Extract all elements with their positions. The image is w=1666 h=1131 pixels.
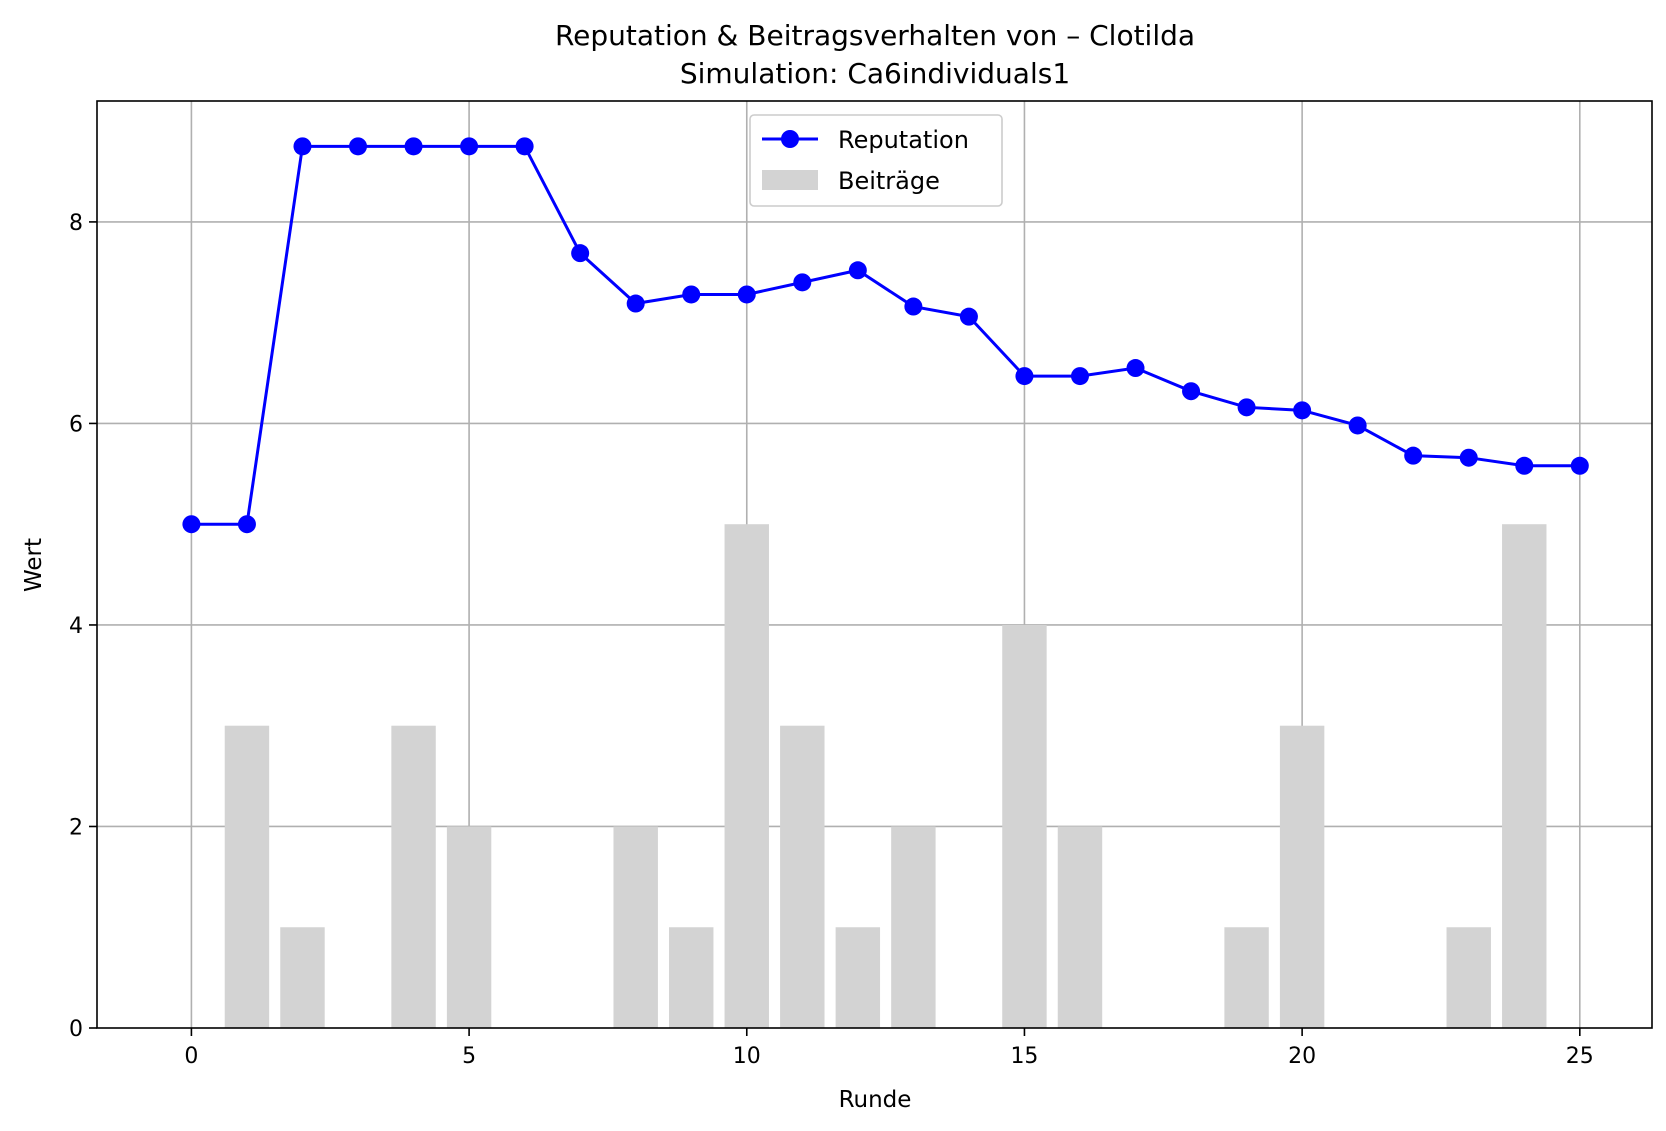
chart-subtitle: Simulation: Ca6individuals1 [680,57,1070,90]
x-tick-label: 25 [1566,1044,1594,1069]
bar [1446,927,1491,1028]
x-tick-label: 5 [462,1044,476,1069]
x-axis-label: Runde [839,1087,912,1113]
reputation-line [191,144,1580,526]
y-tick-label: 0 [69,1017,83,1042]
bar [1502,524,1547,1028]
legend-bar-swatch [762,170,818,190]
y-tick-label: 6 [69,412,83,437]
bar [780,725,825,1028]
bar [835,927,881,1028]
reputation-point [571,244,590,263]
reputation-point [1348,416,1367,435]
reputation-point [182,515,201,534]
reputation-point [904,297,923,316]
reputation-point [959,307,978,326]
reputation-point [349,137,368,156]
x-tick-label: 20 [1288,1044,1316,1069]
reputation-point [515,137,534,156]
bar [613,826,658,1028]
reputation-point [404,137,423,156]
bar [224,725,270,1028]
bar [1279,725,1325,1028]
reputation-point [1015,367,1034,386]
reputation-point [1459,448,1478,467]
y-tick-label: 8 [69,211,83,236]
y-axis-label: Wert [21,538,47,592]
reputation-point [1570,456,1589,475]
reputation-point [237,515,256,534]
reputation-point [848,261,867,280]
y-tick-label: 2 [69,815,83,840]
reputation-point [793,273,812,292]
reputation-point [293,137,312,156]
bar [669,927,714,1028]
bar [1224,927,1269,1028]
axes: 0 5 10 15 20 25 0 2 4 6 8 [69,100,1653,1069]
legend-line-marker [781,130,799,148]
bar [280,927,325,1028]
reputation-point [1404,446,1423,465]
reputation-point [1126,359,1145,378]
x-tick-label: 0 [184,1044,198,1069]
chart-title: Reputation & Beitragsverhalten von – Clo… [555,19,1195,52]
legend-label-reputation: Reputation [838,126,969,154]
bar [391,725,436,1028]
bar [446,826,492,1028]
reputation-point [626,294,645,313]
reputation-point [460,137,479,156]
reputation-point [1182,382,1201,401]
reputation-point [1515,456,1534,475]
legend-label-beitraege: Beiträge [838,167,940,195]
reputation-point [682,285,701,304]
bar [1057,826,1103,1028]
bar [1002,624,1047,1028]
x-tick-label: 10 [733,1044,761,1069]
plot-frame [96,100,1653,1029]
reputation-point [1293,401,1312,420]
reputation-point [737,285,756,304]
y-tick-label: 4 [69,614,83,639]
bar [891,826,936,1028]
bar-series [224,524,1547,1028]
bar [724,524,769,1028]
line-series [182,137,1589,534]
reputation-point [1070,367,1089,386]
x-tick-label: 15 [1010,1044,1038,1069]
reputation-point [1237,398,1256,417]
legend: Reputation Beiträge [749,114,1003,207]
